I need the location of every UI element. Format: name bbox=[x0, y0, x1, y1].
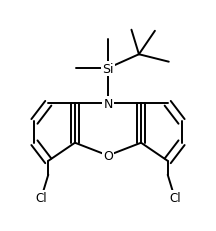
Text: Cl: Cl bbox=[169, 191, 181, 204]
Text: O: O bbox=[103, 149, 113, 162]
Text: Cl: Cl bbox=[35, 191, 47, 204]
Text: N: N bbox=[103, 97, 113, 110]
Text: Si: Si bbox=[102, 62, 114, 75]
